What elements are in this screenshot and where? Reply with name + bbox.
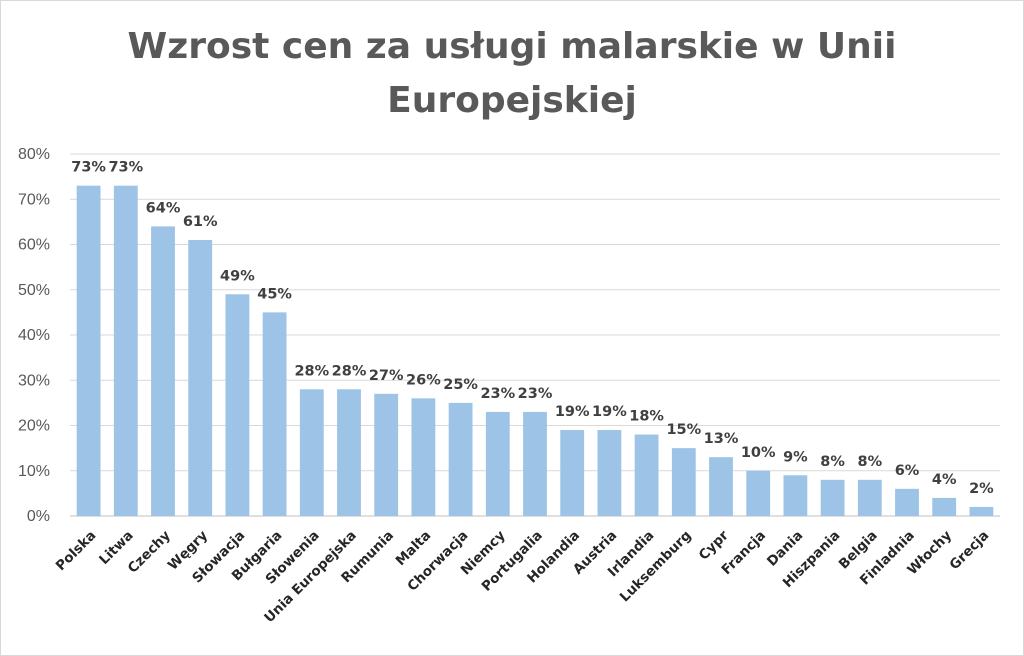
data-label: 13% bbox=[704, 431, 739, 447]
data-label: 49% bbox=[220, 268, 255, 284]
bar bbox=[709, 457, 733, 516]
bar bbox=[448, 402, 473, 516]
bar bbox=[597, 430, 622, 516]
data-label: 6% bbox=[895, 463, 920, 479]
y-tick-label: 0% bbox=[27, 508, 50, 525]
y-tick-label: 60% bbox=[18, 237, 50, 254]
data-label: 15% bbox=[666, 422, 701, 438]
y-tick-label: 80% bbox=[18, 146, 50, 163]
y-tick-label: 20% bbox=[18, 418, 50, 435]
data-label: 9% bbox=[783, 449, 808, 465]
bar bbox=[374, 393, 399, 516]
data-label: 45% bbox=[257, 286, 292, 302]
bar bbox=[634, 434, 659, 516]
data-label: 23% bbox=[518, 386, 553, 402]
data-label: 19% bbox=[555, 404, 590, 420]
data-label: 28% bbox=[332, 363, 367, 379]
data-label: 4% bbox=[932, 472, 957, 488]
bar bbox=[746, 470, 771, 516]
bar bbox=[969, 506, 994, 516]
data-label: 23% bbox=[480, 386, 515, 402]
y-tick-label: 30% bbox=[18, 372, 50, 389]
bar bbox=[932, 497, 957, 516]
data-label: 25% bbox=[443, 377, 478, 393]
data-label: 28% bbox=[294, 363, 329, 379]
chart-title-line1: Wzrost cen za usługi malarskie w Unii bbox=[127, 26, 897, 67]
bar bbox=[895, 488, 919, 516]
bar bbox=[411, 398, 436, 516]
data-label: 61% bbox=[183, 214, 218, 230]
x-tick-label: Polska bbox=[53, 528, 100, 575]
bar bbox=[299, 389, 324, 516]
bar bbox=[262, 312, 287, 516]
bar bbox=[151, 226, 175, 516]
bar bbox=[671, 448, 696, 516]
x-tick-label: Grecja bbox=[947, 528, 993, 574]
bar bbox=[76, 185, 101, 517]
bar bbox=[225, 294, 250, 516]
y-tick-label: 40% bbox=[18, 327, 50, 344]
bar bbox=[113, 185, 138, 517]
y-tick-label: 50% bbox=[18, 282, 50, 299]
data-label: 27% bbox=[369, 368, 404, 384]
bar bbox=[337, 389, 361, 516]
bar bbox=[560, 430, 585, 516]
data-label: 73% bbox=[108, 160, 143, 176]
data-label: 2% bbox=[969, 481, 994, 497]
chart-title-line2: Europejskiej bbox=[387, 80, 637, 121]
bar bbox=[783, 475, 808, 516]
data-label: 26% bbox=[406, 372, 441, 388]
bar bbox=[857, 479, 882, 516]
data-label: 64% bbox=[146, 200, 181, 216]
data-label: 19% bbox=[592, 404, 627, 420]
bar bbox=[485, 411, 510, 516]
y-tick-label: 70% bbox=[18, 191, 50, 208]
data-label: 18% bbox=[629, 409, 664, 425]
y-tick-label: 10% bbox=[18, 463, 50, 480]
bar bbox=[523, 411, 547, 516]
data-label: 73% bbox=[71, 160, 106, 176]
bar bbox=[188, 239, 213, 516]
data-label: 8% bbox=[820, 454, 845, 470]
data-label: 8% bbox=[857, 454, 882, 470]
bar bbox=[820, 479, 845, 516]
data-label: 10% bbox=[741, 445, 776, 461]
